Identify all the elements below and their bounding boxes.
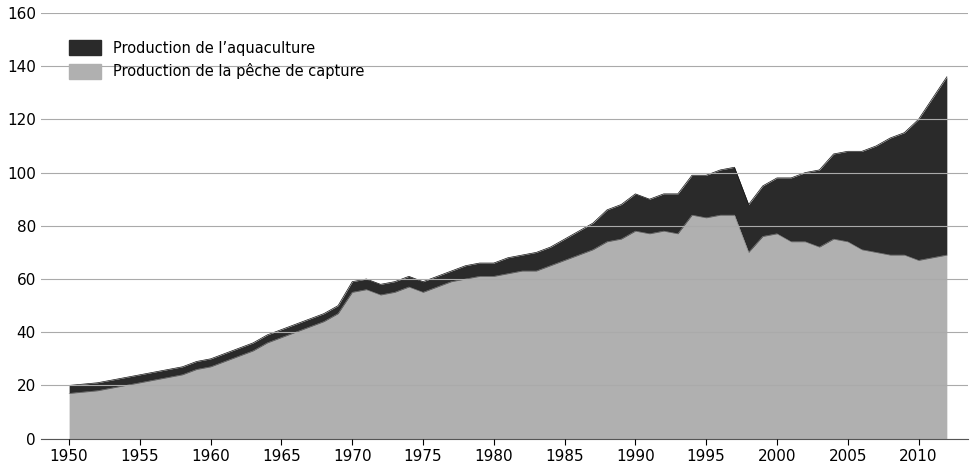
- Legend: Production de l’aquaculture, Production de la pêche de capture: Production de l’aquaculture, Production …: [58, 29, 375, 91]
